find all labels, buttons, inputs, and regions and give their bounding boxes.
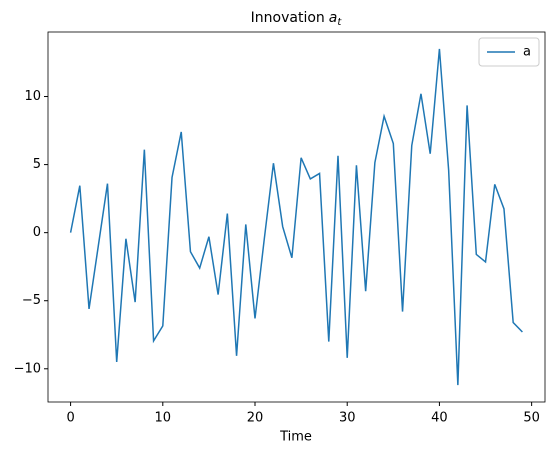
plot-frame bbox=[47, 31, 546, 403]
title-sub: t bbox=[337, 17, 342, 28]
y-tick-label: 5 bbox=[33, 157, 41, 172]
x-tick-label: 0 bbox=[66, 411, 74, 426]
title-text: Innovation bbox=[251, 10, 325, 26]
x-tick-label: 20 bbox=[247, 411, 264, 426]
x-tick-label: 10 bbox=[155, 411, 172, 426]
legend-label: a bbox=[523, 45, 531, 60]
x-tick-label: 40 bbox=[431, 411, 448, 426]
y-tick-label: 10 bbox=[24, 89, 41, 104]
y-tick-label: 0 bbox=[33, 225, 41, 240]
y-tick-label: −10 bbox=[14, 361, 41, 376]
line-series bbox=[69, 48, 523, 386]
chart-title: Innovation at bbox=[251, 10, 343, 28]
y-tick-label: −5 bbox=[22, 293, 41, 308]
x-tick-label: 50 bbox=[523, 411, 540, 426]
x-tick-label: 30 bbox=[339, 411, 356, 426]
title-var: a bbox=[329, 10, 338, 26]
x-axis-label: Time bbox=[279, 430, 312, 445]
